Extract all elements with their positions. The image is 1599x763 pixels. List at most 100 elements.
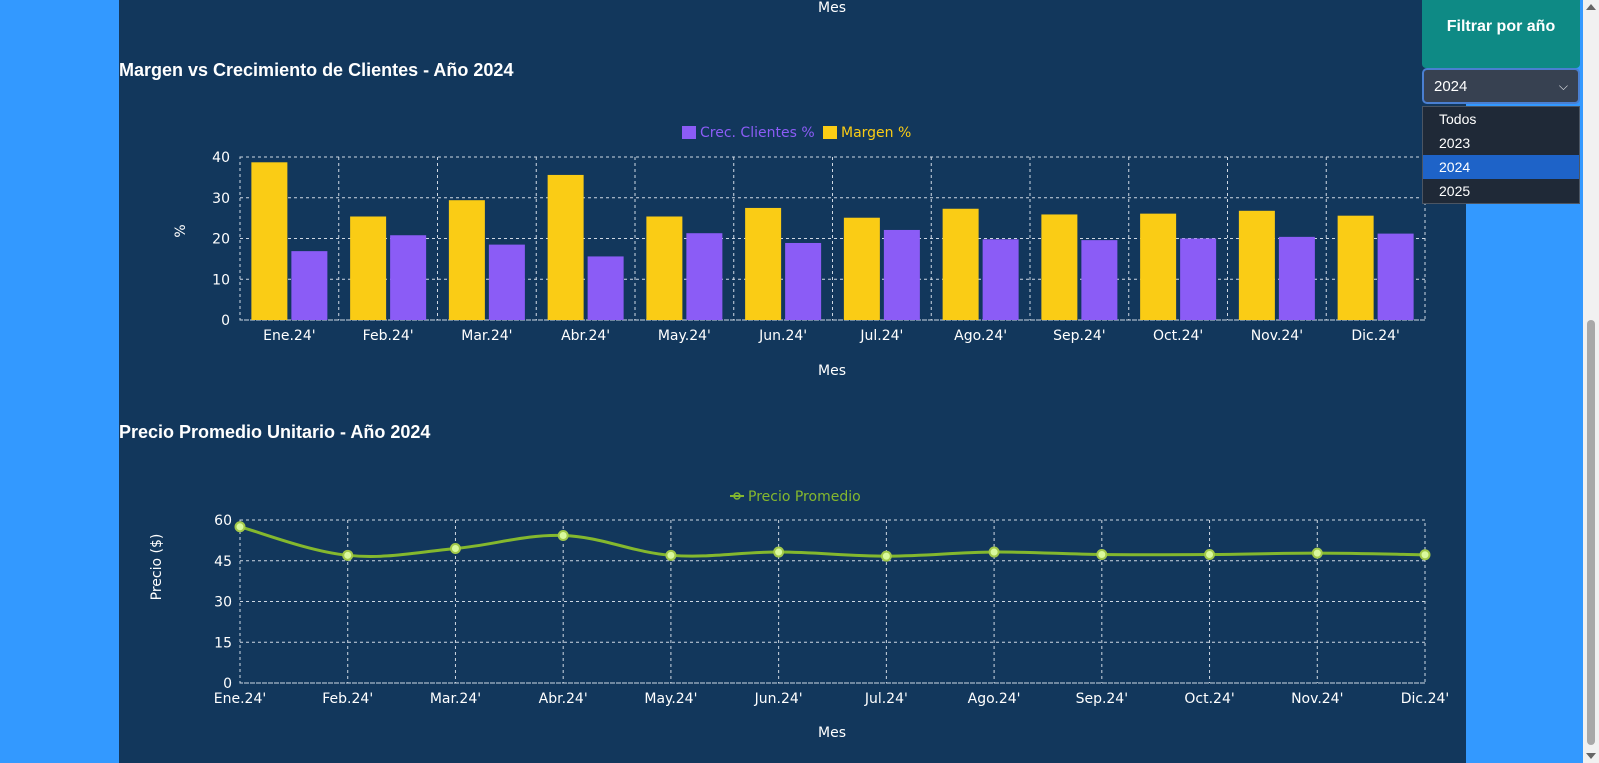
bar-x-tick-label: Dic.24' bbox=[1351, 328, 1399, 344]
year-filter-title: Filtrar por año bbox=[1446, 18, 1556, 35]
line-x-tick-label: Ago.24' bbox=[968, 691, 1021, 707]
precio-promedio-point bbox=[557, 529, 569, 541]
scroll-up-arrow-icon[interactable] bbox=[1586, 4, 1596, 10]
line-x-tick-label: Sep.24' bbox=[1076, 691, 1129, 707]
bar-margen bbox=[1041, 214, 1078, 320]
year-select-value: 2024 bbox=[1434, 77, 1468, 95]
bar-x-tick-label: Ago.24' bbox=[954, 328, 1007, 344]
line-chart-y-ticks: 0 15 30 45 60 bbox=[214, 513, 232, 692]
bar-clientes bbox=[390, 235, 427, 320]
bar-y-tick-label: 0 bbox=[221, 313, 230, 329]
year-option-2023[interactable]: 2023 bbox=[1439, 135, 1471, 151]
precio-promedio-point bbox=[342, 549, 354, 561]
bar-margen bbox=[942, 208, 979, 320]
bar-chart-title: Margen vs Crecimiento de Clientes - Año … bbox=[119, 60, 513, 80]
bar-x-tick-label: May.24' bbox=[658, 328, 711, 344]
line-x-tick-label: Jul.24' bbox=[864, 691, 908, 707]
dashboard-panel bbox=[119, 0, 1466, 763]
year-option-2025[interactable]: 2025 bbox=[1439, 183, 1471, 199]
precio-promedio-point bbox=[665, 549, 677, 561]
bar-clientes bbox=[587, 256, 624, 320]
line-chart-title: Precio Promedio Unitario - Año 2024 bbox=[119, 422, 430, 442]
line-x-tick-label: Jun.24' bbox=[754, 691, 803, 707]
precio-promedio-point bbox=[880, 550, 892, 562]
bar-clientes bbox=[785, 242, 822, 320]
line-y-tick-label: 0 bbox=[223, 676, 232, 692]
line-x-tick-label: Feb.24' bbox=[322, 691, 373, 707]
year-option-2024[interactable]: 2024 bbox=[1423, 155, 1579, 179]
bar-margen bbox=[843, 217, 880, 320]
bar-chart-bars bbox=[251, 162, 1414, 320]
bar-margen bbox=[448, 200, 485, 320]
bar-clientes bbox=[1278, 236, 1315, 320]
line-y-tick-label: 30 bbox=[214, 595, 232, 611]
bar-clientes bbox=[883, 229, 920, 320]
bar-x-tick-label: Ene.24' bbox=[263, 328, 315, 344]
line-chart-y-axis-title: Precio ($) bbox=[149, 534, 165, 601]
legend-swatch-margen bbox=[823, 126, 837, 139]
legend-swatch-clientes bbox=[682, 126, 696, 139]
line-x-tick-label: Abr.24' bbox=[539, 691, 588, 707]
line-chart-series bbox=[234, 521, 1431, 562]
previous-chart-x-axis-title: Mes bbox=[818, 0, 846, 16]
year-filter-card: Filtrar por año bbox=[1422, 0, 1580, 68]
precio-promedio-point bbox=[988, 546, 1000, 558]
margin-vs-customer-growth-chart: Margen vs Crecimiento de Clientes - Año … bbox=[119, 60, 1426, 379]
bar-clientes bbox=[1081, 240, 1118, 320]
scrollbar-thumb[interactable] bbox=[1587, 320, 1595, 745]
bar-x-tick-label: Oct.24' bbox=[1153, 328, 1203, 344]
bar-chart-x-ticks: Ene.24' Feb.24' Mar.24' Abr.24' May.24' Jun.2… bbox=[263, 328, 1400, 344]
line-chart-legend[interactable]: Precio Promedio bbox=[730, 489, 861, 505]
bar-x-tick-label: Sep.24' bbox=[1053, 328, 1106, 344]
bar-margen bbox=[547, 174, 584, 320]
bar-clientes bbox=[686, 233, 723, 320]
precio-promedio-point bbox=[449, 543, 461, 555]
bar-clientes bbox=[488, 244, 525, 320]
bar-chart-legend[interactable]: Crec. Clientes % Margen % bbox=[682, 125, 911, 141]
precio-promedio-point bbox=[1204, 549, 1216, 561]
bar-margen bbox=[745, 207, 782, 320]
page-scrollbar[interactable] bbox=[1583, 0, 1599, 763]
line-y-tick-label: 45 bbox=[214, 554, 232, 570]
precio-promedio-point bbox=[1096, 549, 1108, 561]
chevron-down-icon: ⌵ bbox=[1558, 78, 1568, 93]
year-select[interactable]: 2024 ⌵ bbox=[1422, 68, 1580, 104]
bar-y-tick-label: 30 bbox=[212, 191, 230, 207]
line-chart-x-ticks: Ene.24' Feb.24' Mar.24' Abr.24' May.24' Jun.2… bbox=[214, 691, 1449, 707]
bar-y-tick-label: 10 bbox=[212, 272, 230, 288]
bar-margen bbox=[251, 162, 288, 320]
bar-clientes bbox=[1180, 238, 1217, 320]
bar-x-tick-label: Nov.24' bbox=[1251, 328, 1303, 344]
bar-chart-y-axis-title: % bbox=[173, 224, 189, 237]
bar-chart-y-ticks: 0 10 20 30 40 bbox=[212, 150, 230, 329]
bar-x-tick-label: Jun.24' bbox=[758, 328, 807, 344]
bar-margen bbox=[350, 216, 387, 320]
legend-label-clientes: Crec. Clientes % bbox=[700, 125, 815, 141]
bar-margen bbox=[1140, 213, 1177, 320]
year-option-todos[interactable]: Todos bbox=[1439, 111, 1477, 127]
line-x-tick-label: Mar.24' bbox=[430, 691, 481, 707]
bar-x-tick-label: Abr.24' bbox=[561, 328, 610, 344]
precio-promedio-point bbox=[1419, 549, 1431, 561]
precio-promedio-point bbox=[773, 546, 785, 558]
bar-clientes bbox=[291, 251, 328, 320]
line-x-tick-label: Dic.24' bbox=[1401, 691, 1449, 707]
line-chart-x-axis-title: Mes bbox=[818, 725, 846, 741]
legend-marker-precio bbox=[733, 492, 741, 500]
bar-margen bbox=[1238, 210, 1275, 320]
legend-label-precio: Precio Promedio bbox=[748, 489, 861, 505]
line-y-tick-label: 60 bbox=[214, 513, 232, 529]
scroll-down-arrow-icon[interactable] bbox=[1586, 753, 1596, 759]
bar-x-tick-label: Jul.24' bbox=[859, 328, 903, 344]
bar-y-tick-label: 20 bbox=[212, 232, 230, 248]
precio-promedio-line bbox=[239, 525, 1426, 558]
bar-clientes bbox=[1377, 233, 1414, 320]
line-y-tick-label: 15 bbox=[214, 635, 232, 651]
line-chart-grid bbox=[239, 519, 1426, 684]
line-x-tick-label: Ene.24' bbox=[214, 691, 266, 707]
bar-chart-grid bbox=[239, 156, 1426, 321]
average-unit-price-chart: Precio Promedio Unitario - Año 2024 Prec… bbox=[119, 422, 1449, 741]
bar-x-tick-label: Mar.24' bbox=[461, 328, 512, 344]
bar-chart-x-axis-title: Mes bbox=[818, 363, 846, 379]
